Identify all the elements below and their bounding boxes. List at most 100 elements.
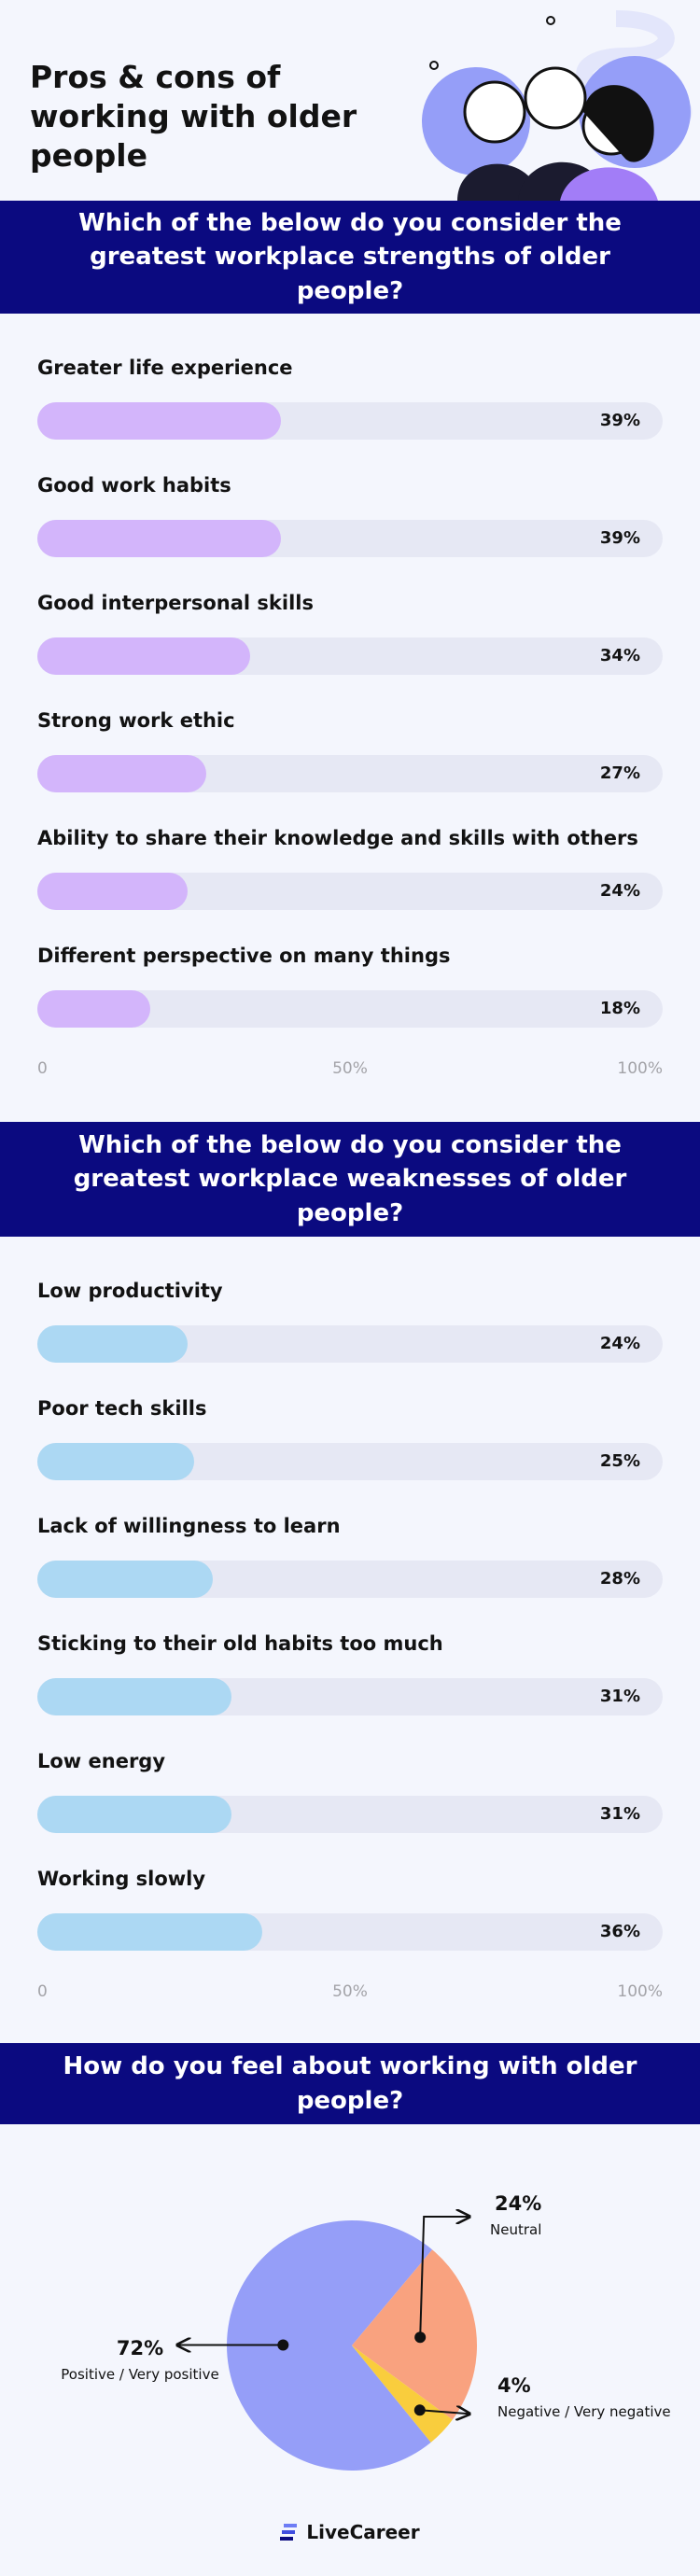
pie-slice [352, 2249, 477, 2420]
x-tick-label: 0 [37, 1059, 48, 1078]
bar-track: 25% [37, 1443, 663, 1480]
category-label: Lack of willingness to learn [37, 1515, 341, 1537]
bar [37, 1443, 194, 1480]
bar [37, 873, 188, 910]
bar-track: 24% [37, 1325, 663, 1363]
bar-row: Low productivity 24% [37, 1277, 663, 1394]
category-label: Different perspective on many things [37, 945, 451, 967]
bar [37, 402, 282, 440]
value-label: 39% [599, 411, 640, 430]
bar-track: 31% [37, 1678, 663, 1715]
bar-chart: Low productivity 24% Poor tech skills 25% La… [0, 1237, 700, 2043]
bar [37, 1561, 213, 1598]
leader-dot [277, 2339, 289, 2351]
leader-line [419, 2410, 469, 2414]
bar-row: Good work habits 39% [37, 471, 663, 589]
value-label: 34% [599, 646, 640, 665]
decoration [583, 85, 654, 162]
bar-track: 39% [37, 520, 663, 557]
section-title: Which of the below do you consider the g… [78, 208, 622, 305]
x-tick-label: 100% [617, 1059, 663, 1078]
bar [37, 990, 150, 1028]
x-tick-label: 0 [37, 1982, 48, 2001]
section-banner: How do you feel about working with older… [0, 2043, 700, 2124]
category-label: Low energy [37, 1750, 166, 1772]
bar-track: 31% [37, 1796, 663, 1833]
decoration [463, 80, 526, 144]
bar-row: Ability to share their knowledge and ski… [37, 824, 663, 942]
section-title: Which of the below do you consider the g… [73, 1130, 627, 1227]
leader-dot [414, 2331, 427, 2344]
value-label: 24% [495, 2192, 541, 2215]
value-label: 31% [599, 1804, 640, 1824]
value-label: 27% [599, 763, 640, 783]
bar [37, 1678, 231, 1715]
bar [37, 755, 206, 792]
bar-row: Poor tech skills 25% [37, 1394, 663, 1512]
bar-track: 39% [37, 402, 663, 440]
bar-row: Working slowly 36% [37, 1865, 663, 1982]
bar [37, 520, 282, 557]
category-label: Strong work ethic [37, 709, 235, 732]
value-label: 4% [497, 2374, 531, 2397]
value-label: 24% [599, 881, 640, 901]
category-label: Good work habits [37, 474, 231, 497]
category-label: Negative / Very negative [497, 2403, 671, 2420]
value-label: 28% [599, 1569, 640, 1589]
leader-line [419, 2217, 469, 2338]
footer: LiveCareer [0, 2516, 700, 2548]
value-label: 31% [599, 1687, 640, 1706]
bar-row: Good interpersonal skills 34% [37, 589, 663, 707]
logo: LiveCareer [306, 2521, 420, 2543]
category-label: Low productivity [37, 1280, 223, 1302]
bar-track: 27% [37, 755, 663, 792]
category-label: Greater life experience [37, 357, 293, 379]
value-label: 24% [599, 1334, 640, 1353]
decoration [546, 16, 555, 25]
section-title: How do you feel about working with older… [63, 2052, 637, 2115]
bar [37, 1796, 231, 1833]
bar-row: Low energy 31% [37, 1747, 663, 1865]
bar-row: Strong work ethic 27% [37, 707, 663, 824]
bar [37, 1325, 188, 1363]
value-label: 36% [599, 1922, 640, 1941]
page-title: Pros & cons of working with older people [30, 59, 357, 174]
x-axis: 0 50% 100% [37, 1059, 663, 1082]
bar [37, 637, 250, 675]
value-label: 72% [117, 2337, 163, 2359]
bar-track: 18% [37, 990, 663, 1028]
value-label: 39% [599, 528, 640, 548]
category-label: Positive / Very positive [61, 2366, 218, 2383]
bar-track: 34% [37, 637, 663, 675]
bar-track: 36% [37, 1913, 663, 1951]
illustration [422, 10, 693, 201]
category-label: Good interpersonal skills [37, 592, 314, 614]
bar-track: 24% [37, 873, 663, 910]
bar [37, 1913, 263, 1951]
category-label: Ability to share their knowledge and ski… [37, 827, 638, 849]
logo-icon [280, 2524, 298, 2541]
x-tick-label: 50% [332, 1982, 368, 2001]
value-label: 25% [599, 1451, 640, 1471]
pie-chart: 72% Positive / Very positive 24% Neutral 4% N… [61, 2192, 671, 2471]
category-label: Poor tech skills [37, 1397, 207, 1420]
category-label: Working slowly [37, 1868, 206, 1890]
bar-track: 28% [37, 1561, 663, 1598]
x-axis: 0 50% 100% [37, 1982, 663, 2005]
pie-slice [227, 2220, 433, 2471]
header: Pros & cons of working with older people [0, 0, 700, 201]
pie-slice [352, 2345, 453, 2443]
category-label: Sticking to their old habits too much [37, 1632, 443, 1655]
x-tick-label: 100% [617, 1982, 663, 2001]
decoration [560, 167, 658, 201]
section-banner: Which of the below do you consider the g… [0, 201, 700, 314]
bar-chart: Greater life experience 39% Good work habi… [0, 314, 700, 1122]
x-tick-label: 50% [332, 1059, 368, 1078]
bar-row: Lack of willingness to learn 28% [37, 1512, 663, 1630]
decoration [429, 61, 439, 70]
value-label: 18% [599, 999, 640, 1018]
decoration [524, 66, 587, 130]
section-banner: Which of the below do you consider the g… [0, 1122, 700, 1237]
bar-row: Different perspective on many things 18% [37, 942, 663, 1059]
